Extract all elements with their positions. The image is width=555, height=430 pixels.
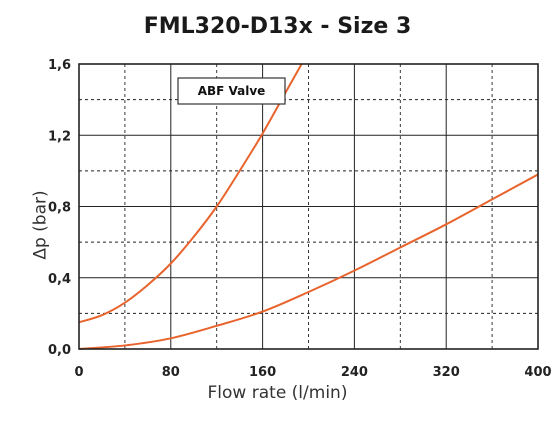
x-tick-label: 240 (341, 365, 368, 380)
x-tick-label: 160 (249, 365, 276, 380)
tick-labels: 0 80 160 240 320 400 0,0 0,4 0,8 1,2 1,6 (48, 58, 552, 380)
plot-frame (78, 63, 539, 350)
y-tick-label: 0,4 (48, 272, 71, 287)
x-tick-label: 0 (74, 365, 83, 380)
annotation-label: ABF Valve (198, 84, 266, 98)
x-axis-label: Flow rate (l/min) (207, 383, 348, 403)
x-tick-label: 320 (433, 365, 460, 380)
y-tick-label: 0,8 (48, 201, 71, 216)
chart-title: FML320-D13x - Size 3 (143, 14, 412, 39)
y-tick-label: 1,6 (48, 58, 71, 73)
annotation: ABF Valve (177, 77, 286, 105)
x-tick-label: 400 (524, 365, 551, 380)
y-tick-label: 0,0 (48, 343, 71, 358)
series-group (78, 63, 539, 350)
series-line-1 (78, 63, 303, 324)
y-tick-label: 1,2 (48, 129, 71, 144)
series-line-2 (78, 173, 539, 350)
x-tick-label: 80 (162, 365, 180, 380)
grid (79, 64, 538, 349)
annotation-box (177, 77, 286, 105)
